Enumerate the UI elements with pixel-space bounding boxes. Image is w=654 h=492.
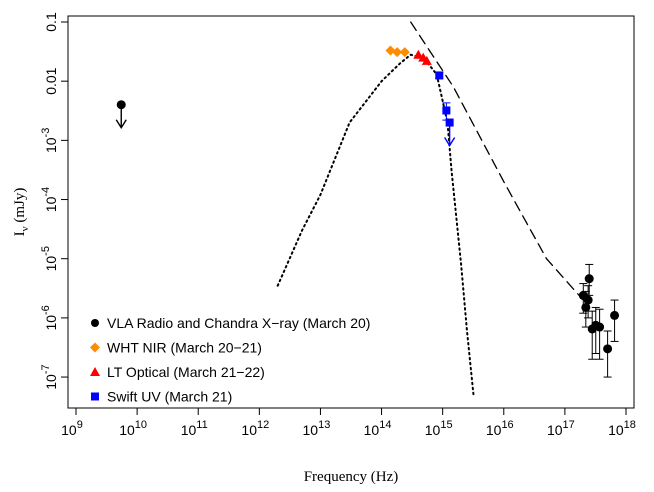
y-tick-label: 10-7 — [40, 364, 59, 389]
x-tick-label: 1012 — [241, 419, 269, 438]
y-axis-label: Iν (mJy) — [12, 188, 31, 237]
x-tick-label: 1015 — [425, 419, 453, 438]
triangle-marker — [413, 49, 424, 59]
circle-marker — [116, 100, 126, 110]
y-tick-label: 0.1 — [43, 12, 59, 32]
y-tick-label: 10-5 — [40, 246, 59, 271]
plot-frame — [67, 15, 635, 409]
square-marker — [91, 392, 99, 401]
circle-marker — [603, 344, 613, 354]
dotted-model-curve — [276, 53, 475, 396]
circle-marker — [595, 322, 605, 332]
x-axis-label: Frequency (Hz) — [304, 469, 399, 485]
y-tick-label: 0.01 — [43, 67, 59, 94]
circle-marker — [584, 274, 594, 284]
y-tick-label: 10-4 — [40, 187, 59, 212]
square-marker — [445, 118, 454, 127]
x-tick-label: 1018 — [608, 419, 636, 438]
circle-marker — [91, 319, 99, 327]
data-points — [115, 45, 620, 378]
circle-marker — [610, 310, 620, 320]
x-axis: 109 1010 1011 1012 1013 1014 1015 1016 1017 1018 — [61, 408, 636, 438]
y-axis: 10-7 10-6 10-5 10-4 10-3 0.01 0.1 — [40, 12, 68, 390]
y-tick-label: 10-3 — [40, 128, 59, 153]
x-tick-label: 109 — [61, 419, 83, 438]
upper-limit-arrowhead — [444, 137, 456, 147]
dashed-model-curve — [410, 21, 584, 301]
triangle-marker — [90, 367, 100, 376]
x-tick-label: 1014 — [364, 419, 392, 438]
upper-limit-arrowhead — [115, 119, 127, 130]
x-tick-label: 1017 — [547, 419, 575, 438]
legend-label: Swift UV (March 21) — [107, 389, 232, 405]
legend-label: VLA Radio and Chandra X−ray (March 20) — [107, 315, 370, 331]
legend-label: LT Optical (March 21−22) — [107, 364, 265, 380]
x-tick-label: 1011 — [181, 419, 208, 438]
circle-marker — [583, 295, 593, 305]
x-tick-label: 1013 — [303, 419, 331, 438]
legend: VLA Radio and Chandra X−ray (March 20) WH… — [90, 315, 370, 405]
diamond-marker — [385, 45, 396, 56]
legend-label: WHT NIR (March 20−21) — [107, 340, 262, 356]
square-marker — [435, 71, 444, 80]
diamond-marker — [90, 342, 100, 353]
y-tick-label: 10-6 — [40, 305, 59, 330]
model-curves — [276, 21, 584, 396]
diamond-marker — [392, 47, 403, 58]
x-tick-label: 1010 — [119, 419, 147, 438]
diamond-marker — [399, 47, 410, 58]
triangle-marker — [421, 55, 432, 65]
x-tick-label: 1016 — [486, 419, 514, 438]
square-marker — [442, 106, 451, 115]
